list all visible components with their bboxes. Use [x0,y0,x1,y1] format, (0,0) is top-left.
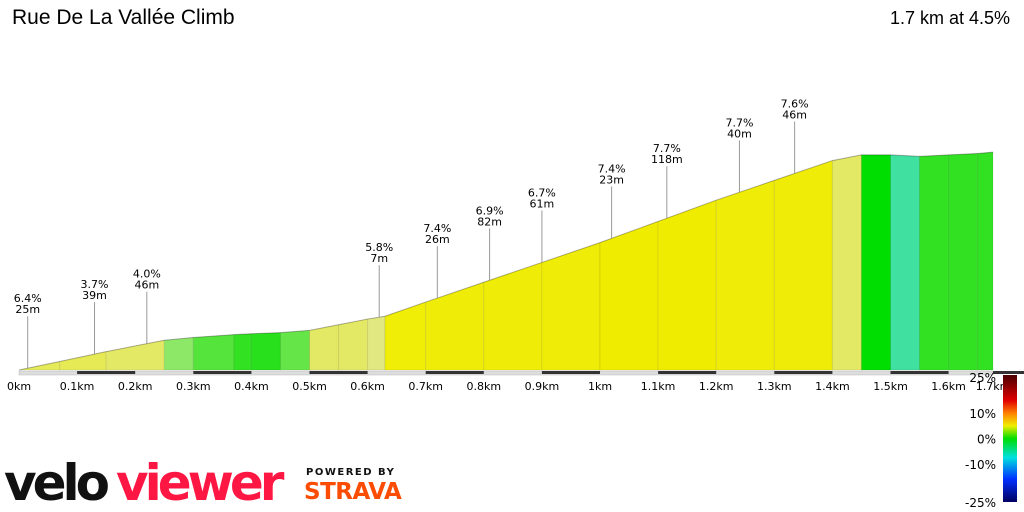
profile-segment [233,333,252,371]
profile-segment [599,220,659,371]
annotation-gradient: 4.0% [133,268,161,281]
annotation-length: 7m [370,252,388,265]
annotation-gradient: 7.6% [781,97,809,110]
profile-segment [773,159,833,371]
axis-band [890,371,949,374]
annotation-length: 23m [599,173,624,186]
profile-segment [541,241,601,371]
axis-bar [18,370,994,376]
axis-band [774,371,833,374]
strava-logo: STRAVA [304,479,402,505]
axis-band [193,371,252,374]
axis-band [425,371,484,374]
color-scale-label: 10% [969,407,996,421]
profile-segment [367,315,386,371]
profile-segment [657,199,717,371]
x-tick-label: 0.3km [176,380,211,393]
annotation-length: 40m [727,127,752,140]
logo-viewer: viewer [116,454,285,508]
profile-segment [59,350,107,371]
profile-segment [425,281,485,371]
annotation-gradient: 7.4% [423,222,451,235]
profile-outline [18,151,994,371]
profile-segment [977,151,994,371]
x-tick-label: 1.4km [815,380,850,393]
annotation-length: 82m [477,215,502,228]
profile-segment [715,179,775,371]
color-scale-label: 0% [977,433,996,447]
profile-segment [250,332,281,371]
logo-velo: velo [4,454,109,508]
profile-segment [890,154,921,371]
veloviewer-logo: velo viewer [4,454,289,508]
x-tick-label: 1.1km [641,380,676,393]
color-scale-label: -25% [965,496,996,510]
powered-by-label: POWERED BY [306,467,396,478]
annotation-gradient: 7.4% [598,162,626,175]
annotation-length: 46m [782,108,807,121]
annotation-length: 61m [530,197,555,210]
annotation-gradient: 3.7% [81,278,109,291]
profile-segment [338,318,369,371]
x-axis: 0km 0.1km 0.2km 0.3km 0.4km 0.5km 0.6km 0.7km 0.… [7,370,1024,393]
annotation-length: 26m [425,233,450,246]
color-scale-label: 25% [969,371,996,385]
x-tick-label: 0.4km [234,380,269,393]
profile-segment [105,339,165,371]
x-tick-label: 1.3km [757,380,792,393]
annotation-length: 25m [15,303,40,316]
x-tick-label: 0.6km [350,380,385,393]
profile-segment [860,154,891,371]
annotation-gradient: 5.8% [365,241,393,254]
annotation-gradient: 7.7% [725,116,753,129]
annotation-length: 39m [82,289,107,302]
x-tick-label: 0.1km [60,380,95,393]
x-tick-label: 0.9km [525,380,560,393]
x-tick-label: 0km [7,380,31,393]
annotations: 6.4%25m3.7%39m4.0%46m5.8%7m7.4%26m6.9%82… [14,97,809,369]
axis-band [309,371,368,374]
x-tick-label: 0.2km [118,380,153,393]
color-scale-bar [1003,375,1017,502]
profile-segment [163,336,194,371]
annotation-gradient: 7.7% [653,142,681,155]
profile-segments [18,151,994,371]
x-tick-label: 1km [588,380,612,393]
climb-title: Rue De La Vallée Climb [12,6,235,29]
axis-band [541,371,600,374]
annotation-length: 118m [651,153,683,166]
annotation-gradient: 6.9% [476,204,504,217]
annotation-gradient: 6.4% [14,292,42,305]
profile-segment [831,154,862,371]
x-tick-label: 0.5km [292,380,327,393]
profile-segment [919,154,950,371]
x-tick-label: 1.5km [873,380,908,393]
profile-segment [384,301,427,371]
axis-band [993,371,1024,374]
profile-segment [192,334,235,371]
x-tick-label: 1.2km [699,380,734,393]
annotation-length: 46m [134,279,159,292]
x-tick-label: 0.8km [467,380,502,393]
annotation-gradient: 6.7% [528,186,556,199]
climb-summary: 1.7 km at 4.5% [889,8,1010,28]
color-scale-label: -10% [965,458,996,472]
x-tick-label: 1.7km [976,380,1011,393]
gradient-color-scale: 25% 10% 0% -10% -25% [965,371,1017,510]
axis-band [77,371,136,374]
x-tick-label: 0.7km [408,380,443,393]
axis-band [658,371,717,374]
profile-segment [948,152,979,371]
profile-segment [483,261,543,371]
profile-segment [309,324,340,371]
x-tick-label: 1.6km [931,380,966,393]
profile-segment [279,329,310,371]
